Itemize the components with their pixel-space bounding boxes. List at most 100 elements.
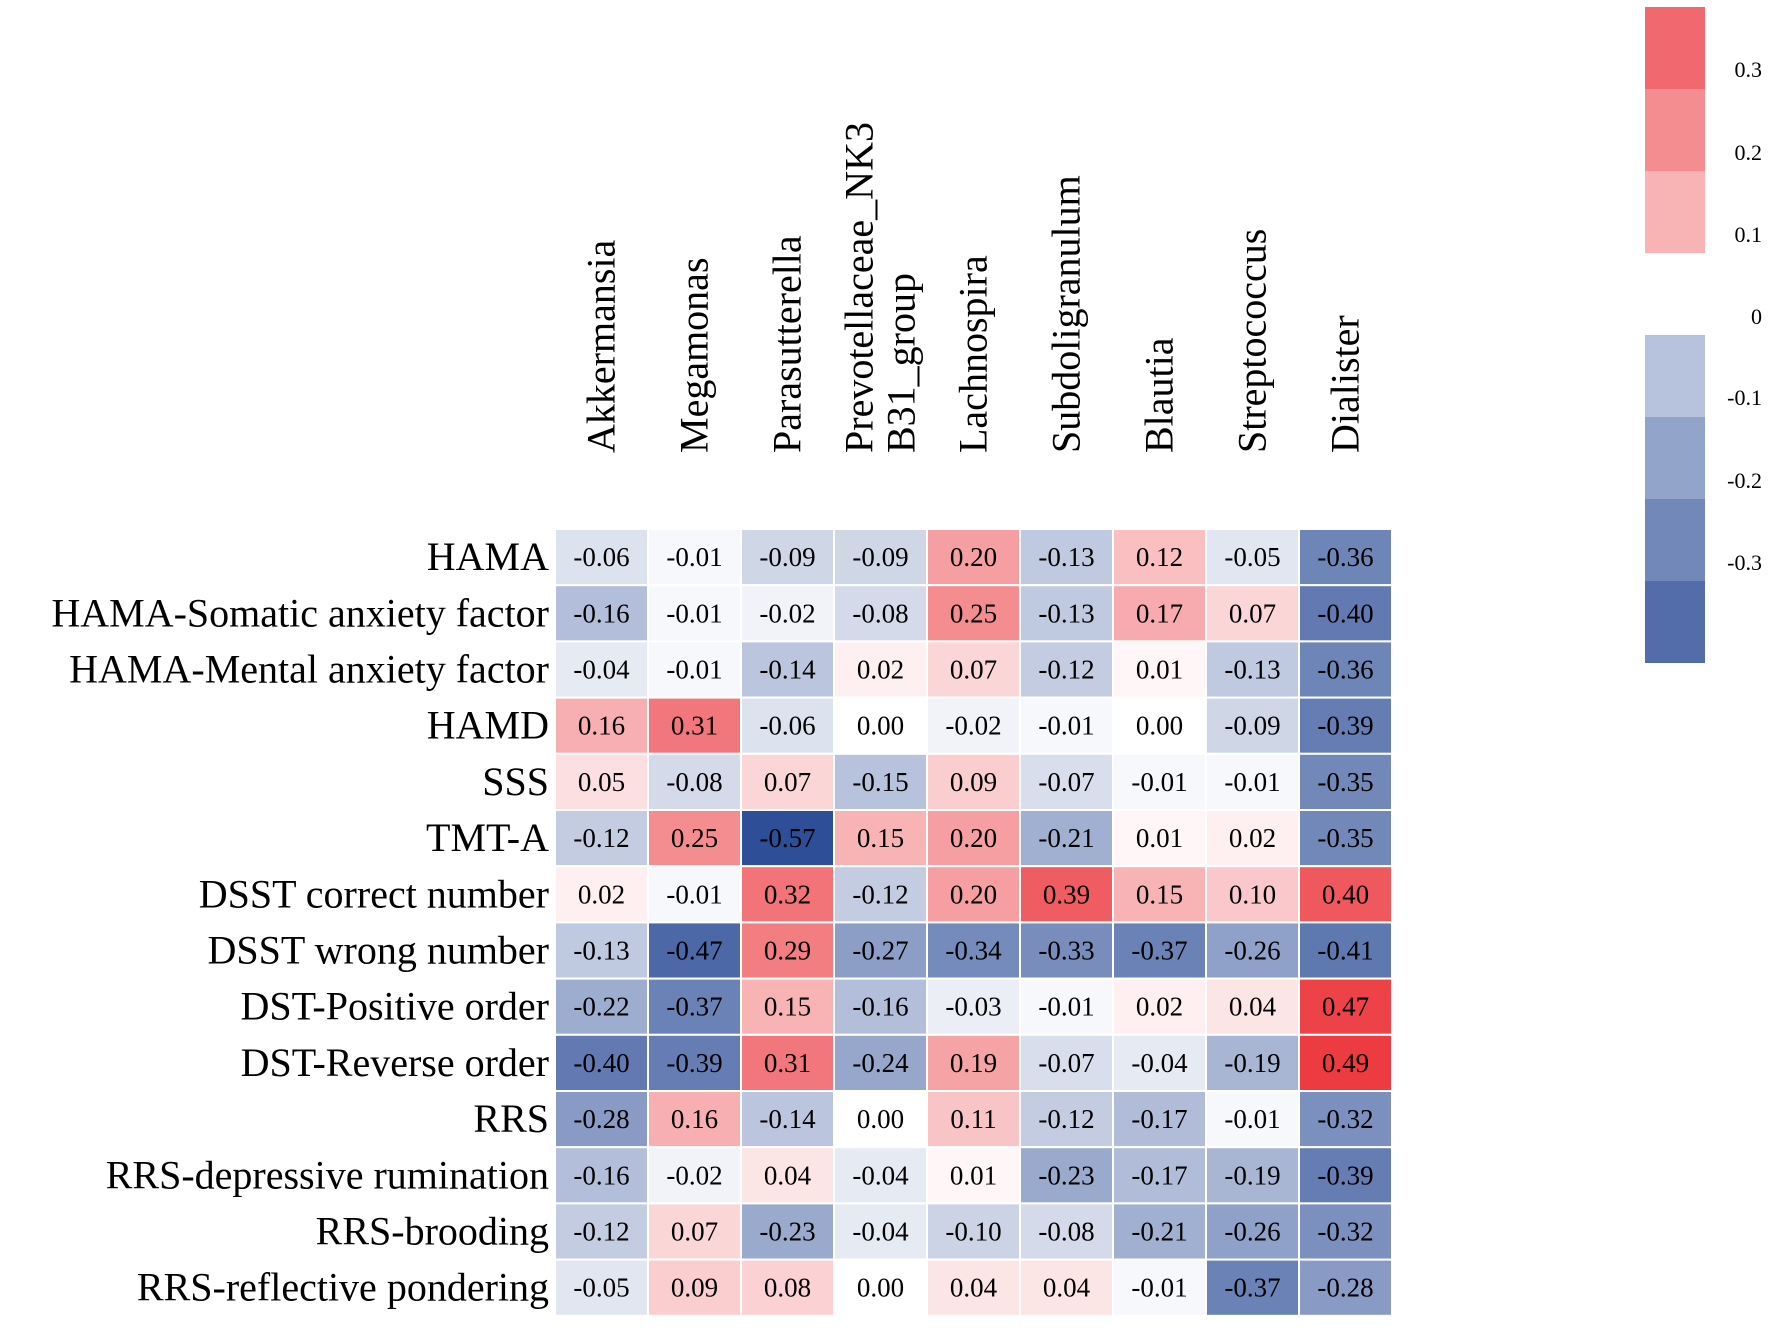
heatmap-cell (1019, 1258, 1114, 1317)
heatmap-cell (647, 1202, 742, 1261)
heatmap-cell (554, 865, 649, 924)
heatmap-cell (1205, 1033, 1300, 1093)
heatmap-cell (833, 1146, 928, 1205)
cell-value-label: -0.19 (1224, 1048, 1280, 1078)
cell-value-label: 0.20 (950, 879, 997, 909)
legend-swatch (1645, 335, 1705, 417)
heatmap-cell (1112, 865, 1207, 924)
heatmap-cell (1019, 809, 1114, 868)
cell-value-label: -0.14 (759, 655, 816, 685)
cell-value-label: -0.07 (1038, 1048, 1094, 1078)
cell-value-label: -0.37 (666, 992, 722, 1022)
cell-value-label: 0.15 (857, 823, 904, 853)
heatmap-cell (833, 1202, 928, 1261)
cell-value-label: -0.12 (573, 1217, 629, 1247)
cell-value-label: -0.01 (666, 655, 722, 685)
row-labels: HAMA HAMA-Somatic anxiety factor HAMA-Ment… (51, 534, 549, 1310)
cell-value-label: 0.08 (764, 1273, 811, 1303)
heatmap-cell (1298, 921, 1393, 980)
cell-value-label: -0.12 (1038, 655, 1094, 685)
cell-value-label: -0.16 (573, 598, 629, 628)
cell-value-label: 0.02 (1229, 823, 1276, 853)
heatmap-cell (1019, 752, 1114, 811)
cell-value-label: -0.22 (573, 992, 629, 1022)
legend-swatch (1645, 89, 1705, 171)
legend-tick-label: -0.3 (1727, 550, 1762, 575)
cell-value-label: -0.23 (759, 1217, 815, 1247)
heatmap-cell (833, 696, 928, 755)
cell-value-label: 0.04 (1043, 1273, 1091, 1303)
cell-value-label: -0.33 (1038, 936, 1094, 966)
cell-value-label: -0.39 (1317, 711, 1373, 741)
heatmap-cell (926, 1090, 1021, 1149)
heatmap-cell (1205, 584, 1300, 643)
cell-value-label: -0.17 (1131, 1160, 1187, 1190)
heatmap-cell (554, 1090, 649, 1149)
cell-value-label: 0.07 (950, 655, 997, 685)
row-label: SSS (482, 759, 549, 804)
cell-value-label: 0.15 (1136, 879, 1183, 909)
heatmap-cell (1205, 1146, 1300, 1205)
heatmap-cells: -0.06 -0.01 -0.09 -0.09 0.20 -0.13 0.12 -0.05 -0… (554, 528, 1393, 1317)
cell-value-label: -0.35 (1317, 767, 1373, 797)
row-label: HAMA (427, 534, 549, 579)
cell-value-label: 0.32 (764, 879, 811, 909)
heatmap-cell (1019, 1146, 1114, 1205)
row-label: HAMA-Mental anxiety factor (69, 647, 549, 692)
heatmap-cell (926, 809, 1021, 868)
cell-value-label: -0.09 (759, 542, 815, 572)
heatmap-cell (1298, 1258, 1393, 1317)
legend-tick-label: -0.2 (1727, 468, 1762, 493)
cell-value-label: 0.01 (1136, 655, 1183, 685)
cell-value-label: 0.00 (857, 711, 904, 741)
legend-tick-label: 0 (1751, 304, 1762, 329)
heatmap-cell (647, 696, 742, 755)
cell-value-label: -0.36 (1317, 542, 1373, 572)
heatmap-cell (740, 1258, 835, 1317)
cell-value-label: 0.02 (857, 655, 904, 685)
heatmap-cell (554, 696, 649, 755)
heatmap-cell (1112, 977, 1207, 1036)
cell-value-label: -0.37 (1131, 936, 1187, 966)
cell-value-label: 0.49 (1322, 1048, 1369, 1078)
cell-value-label: 0.31 (671, 711, 718, 741)
cell-value-label: -0.47 (666, 936, 722, 966)
heatmap-cell (833, 1258, 928, 1317)
cell-value-label: 0.10 (1229, 879, 1276, 909)
color-legend: 0.3 0.2 0.1 0 -0.1 -0.2 -0.3 (1645, 7, 1762, 663)
heatmap-cell (926, 921, 1021, 980)
column-label: Parasutterella (765, 235, 810, 453)
cell-value-label: -0.02 (759, 598, 815, 628)
cell-value-label: 0.00 (857, 1104, 904, 1134)
heatmap-cell (647, 865, 742, 924)
cell-value-label: -0.34 (945, 936, 1002, 966)
cell-value-label: -0.01 (1131, 767, 1187, 797)
heatmap-cell (833, 921, 928, 980)
cell-value-label: 0.25 (950, 598, 997, 628)
cell-value-label: 0.20 (950, 542, 997, 572)
cell-value-label: -0.12 (573, 823, 629, 853)
heatmap-cell (1298, 584, 1393, 643)
cell-value-label: -0.27 (852, 936, 908, 966)
heatmap-cell (554, 1258, 649, 1317)
cell-value-label: -0.01 (1038, 992, 1094, 1022)
cell-value-label: 0.29 (764, 936, 811, 966)
cell-value-label: -0.19 (1224, 1160, 1280, 1190)
cell-value-label: -0.02 (945, 711, 1001, 741)
row-label: RRS-reflective pondering (137, 1265, 549, 1310)
cell-value-label: -0.01 (666, 542, 722, 572)
cell-value-label: -0.08 (1038, 1217, 1094, 1247)
cell-value-label: 0.39 (1043, 879, 1090, 909)
cell-value-label: -0.01 (666, 879, 722, 909)
cell-value-label: -0.06 (573, 542, 629, 572)
heatmap-cell (740, 809, 835, 868)
cell-value-label: 0.07 (764, 767, 811, 797)
heatmap-cell (833, 1033, 928, 1093)
cell-value-label: -0.01 (1038, 711, 1094, 741)
cell-value-label: -0.02 (666, 1160, 722, 1190)
cell-value-label: -0.01 (1131, 1273, 1187, 1303)
cell-value-label: -0.35 (1317, 823, 1373, 853)
heatmap-cell (647, 977, 742, 1036)
legend-swatch (1645, 581, 1705, 663)
